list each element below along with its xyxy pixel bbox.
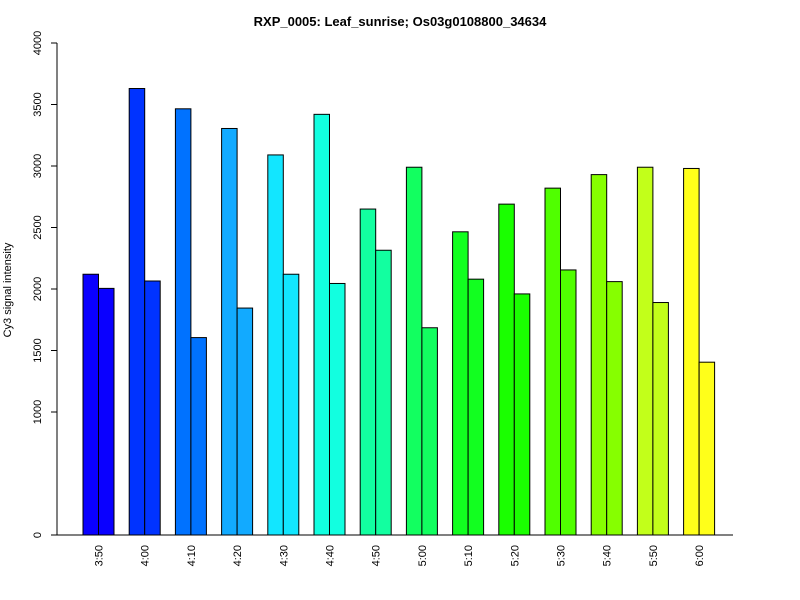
y-tick-label: 2500 [32, 215, 44, 239]
x-tick-label: 4:50 [371, 545, 383, 566]
bar-410-s1 [174, 108, 192, 536]
bar-450-s1 [359, 208, 377, 536]
bar-500-s1 [405, 166, 423, 536]
bar-440-s2 [329, 282, 346, 536]
y-tick-label: 0 [32, 532, 44, 538]
bar-400-s1 [128, 88, 146, 536]
bar-350-s1 [82, 273, 99, 536]
y-axis-label: Cy3 signal intensity [2, 242, 14, 337]
x-tick-label: 5:20 [509, 545, 521, 566]
x-tick-label: 4:00 [140, 545, 152, 566]
bar-510-s1 [452, 231, 469, 536]
bar-550-s2 [652, 302, 669, 536]
bar-520-s1 [498, 203, 515, 536]
x-tick-label: 5:00 [417, 545, 429, 566]
x-tick-label: 5:40 [602, 545, 614, 566]
bar-530-s2 [560, 269, 577, 536]
x-tick-label: 6:00 [694, 545, 706, 566]
y-tick-label: 3000 [32, 154, 44, 178]
bar-430-s2 [282, 273, 300, 536]
bar-350-s2 [98, 287, 115, 536]
bar-510-s2 [467, 278, 485, 536]
bar-440-s1 [313, 113, 330, 536]
bar-400-s2 [144, 280, 161, 536]
bar-500-s2 [421, 327, 438, 536]
x-tick-label: 4:20 [232, 545, 244, 566]
y-tick-label: 2000 [32, 277, 44, 301]
x-tick-label: 3:50 [94, 545, 106, 566]
x-tick-label: 5:10 [463, 545, 475, 566]
y-tick-label: 1500 [32, 338, 44, 362]
bar-420-s1 [221, 127, 238, 536]
bar-530-s1 [544, 187, 561, 536]
bar-540-s1 [590, 174, 608, 536]
bar-540-s2 [606, 281, 623, 536]
x-tick-label: 5:50 [648, 545, 660, 566]
bar-600-s2 [698, 361, 716, 536]
x-tick-label: 5:30 [556, 545, 568, 566]
bar-420-s2 [236, 307, 254, 536]
y-tick-label: 3500 [32, 92, 44, 116]
chart-title: RXP_0005: Leaf_sunrise; Os03g0108800_346… [254, 14, 547, 29]
y-tick-label: 1000 [32, 400, 44, 424]
x-tick-label: 4:10 [186, 545, 198, 566]
bars-layer [82, 88, 716, 536]
bar-450-s2 [375, 249, 392, 536]
bar-520-s2 [513, 293, 531, 536]
bar-600-s1 [683, 167, 700, 536]
axes: 3:50 4:00 4:10 4:20 4:30 4:40 4:50 5:00 5:10 5:20… [32, 31, 733, 566]
bar-550-s1 [636, 166, 654, 536]
x-tick-label: 4:30 [278, 545, 290, 566]
y-tick-label: 4000 [32, 31, 44, 55]
x-tick-label: 4:40 [325, 545, 337, 566]
bar-410-s2 [190, 337, 207, 536]
bar-430-s1 [267, 154, 284, 536]
